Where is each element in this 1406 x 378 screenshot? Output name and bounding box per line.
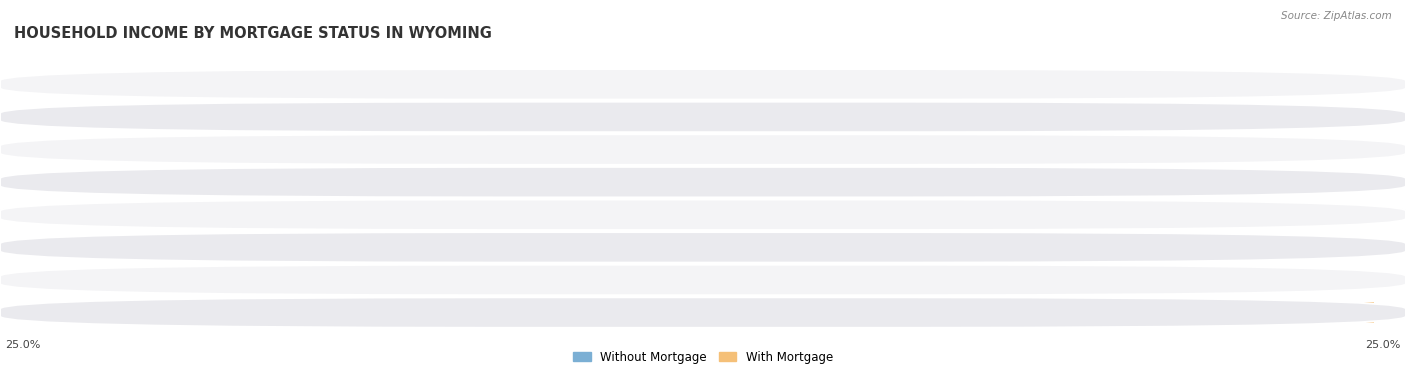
Text: 12.2%: 12.2% (224, 177, 256, 187)
FancyBboxPatch shape (0, 265, 1406, 295)
Bar (274, 172, 534, 193)
Text: 22.2%: 22.2% (34, 210, 70, 220)
Text: $10,000 to $24,999: $10,000 to $24,999 (599, 110, 681, 124)
Text: 12.5%: 12.5% (1088, 210, 1122, 220)
Bar (292, 106, 534, 127)
Bar (370, 139, 534, 160)
Text: $150,000 or more: $150,000 or more (596, 308, 683, 318)
FancyBboxPatch shape (0, 232, 1406, 263)
Bar (309, 237, 534, 258)
Text: 25.0%: 25.0% (1365, 340, 1400, 350)
Text: Less than $10,000: Less than $10,000 (595, 79, 685, 89)
Text: 3.6%: 3.6% (853, 177, 880, 187)
Text: Source: ZipAtlas.com: Source: ZipAtlas.com (1281, 11, 1392, 21)
Bar (745, 106, 765, 127)
Text: $50,000 to $74,999: $50,000 to $74,999 (599, 208, 681, 221)
Bar (745, 302, 1374, 323)
Text: 3.0%: 3.0% (838, 144, 865, 155)
Text: HOUSEHOLD INCOME BY MORTGAGE STATUS IN WYOMING: HOUSEHOLD INCOME BY MORTGAGE STATUS IN W… (14, 26, 492, 42)
FancyBboxPatch shape (0, 69, 1406, 100)
Text: 3.4%: 3.4% (418, 79, 444, 89)
FancyBboxPatch shape (0, 200, 1406, 230)
Text: 0.74%: 0.74% (778, 112, 811, 122)
Text: 1.6%: 1.6% (800, 79, 827, 89)
Bar (745, 172, 841, 193)
Legend: Without Mortgage, With Mortgage: Without Mortgage, With Mortgage (568, 346, 838, 368)
Bar (745, 237, 1271, 258)
Bar (745, 204, 1076, 225)
Text: 20.1%: 20.1% (79, 275, 115, 285)
Text: 19.1%: 19.1% (1201, 275, 1237, 285)
FancyBboxPatch shape (0, 297, 1406, 328)
FancyBboxPatch shape (0, 167, 1406, 197)
Bar (264, 302, 534, 323)
Text: 12.6%: 12.6% (215, 308, 247, 318)
Text: $75,000 to $99,999: $75,000 to $99,999 (599, 241, 681, 254)
FancyBboxPatch shape (0, 134, 1406, 165)
Bar (104, 270, 534, 291)
Bar (745, 139, 824, 160)
Text: 25.0%: 25.0% (6, 340, 41, 350)
Bar (745, 270, 1250, 291)
Bar (60, 204, 534, 225)
Text: 10.5%: 10.5% (260, 242, 292, 253)
FancyBboxPatch shape (0, 102, 1406, 132)
Text: $35,000 to $49,999: $35,000 to $49,999 (599, 176, 681, 189)
Text: 11.3%: 11.3% (243, 112, 276, 122)
Bar (461, 74, 534, 95)
Bar (745, 74, 787, 95)
Text: 19.9%: 19.9% (1222, 242, 1258, 253)
Text: 23.8%: 23.8% (1324, 308, 1361, 318)
Text: $100,000 to $149,999: $100,000 to $149,999 (593, 273, 686, 287)
Text: 7.7%: 7.7% (326, 144, 353, 155)
Text: $25,000 to $34,999: $25,000 to $34,999 (599, 143, 681, 156)
